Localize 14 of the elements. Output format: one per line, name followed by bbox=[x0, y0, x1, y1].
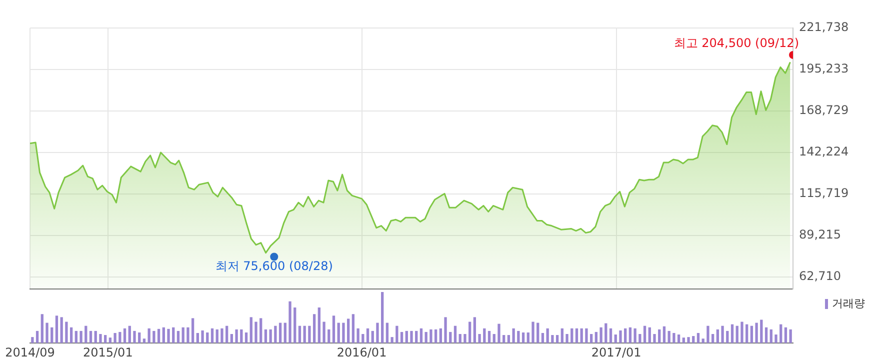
y-tick-label: 142,224 bbox=[799, 144, 849, 159]
y-tick-label: 62,710 bbox=[799, 269, 841, 284]
y-tick-label: 195,233 bbox=[799, 62, 849, 76]
y-tick-label: 89,215 bbox=[799, 228, 841, 242]
annotation: 최고 204,500 (09/12) bbox=[674, 36, 799, 50]
y-tick-label: 221,738 bbox=[799, 20, 849, 34]
x-tick-label: 2015/01 bbox=[82, 345, 133, 360]
y-tick-label: 115,719 bbox=[799, 186, 849, 200]
x-tick-label: 2014/09 bbox=[5, 345, 55, 360]
x-tick-label: 2017/01 bbox=[591, 345, 642, 360]
legend-label: 거래량 bbox=[832, 296, 865, 310]
annotation: 최저 75,600 (08/28) bbox=[215, 258, 333, 273]
x-tick-label: 2016/01 bbox=[336, 345, 387, 360]
y-tick-label: 168,729 bbox=[799, 103, 849, 118]
